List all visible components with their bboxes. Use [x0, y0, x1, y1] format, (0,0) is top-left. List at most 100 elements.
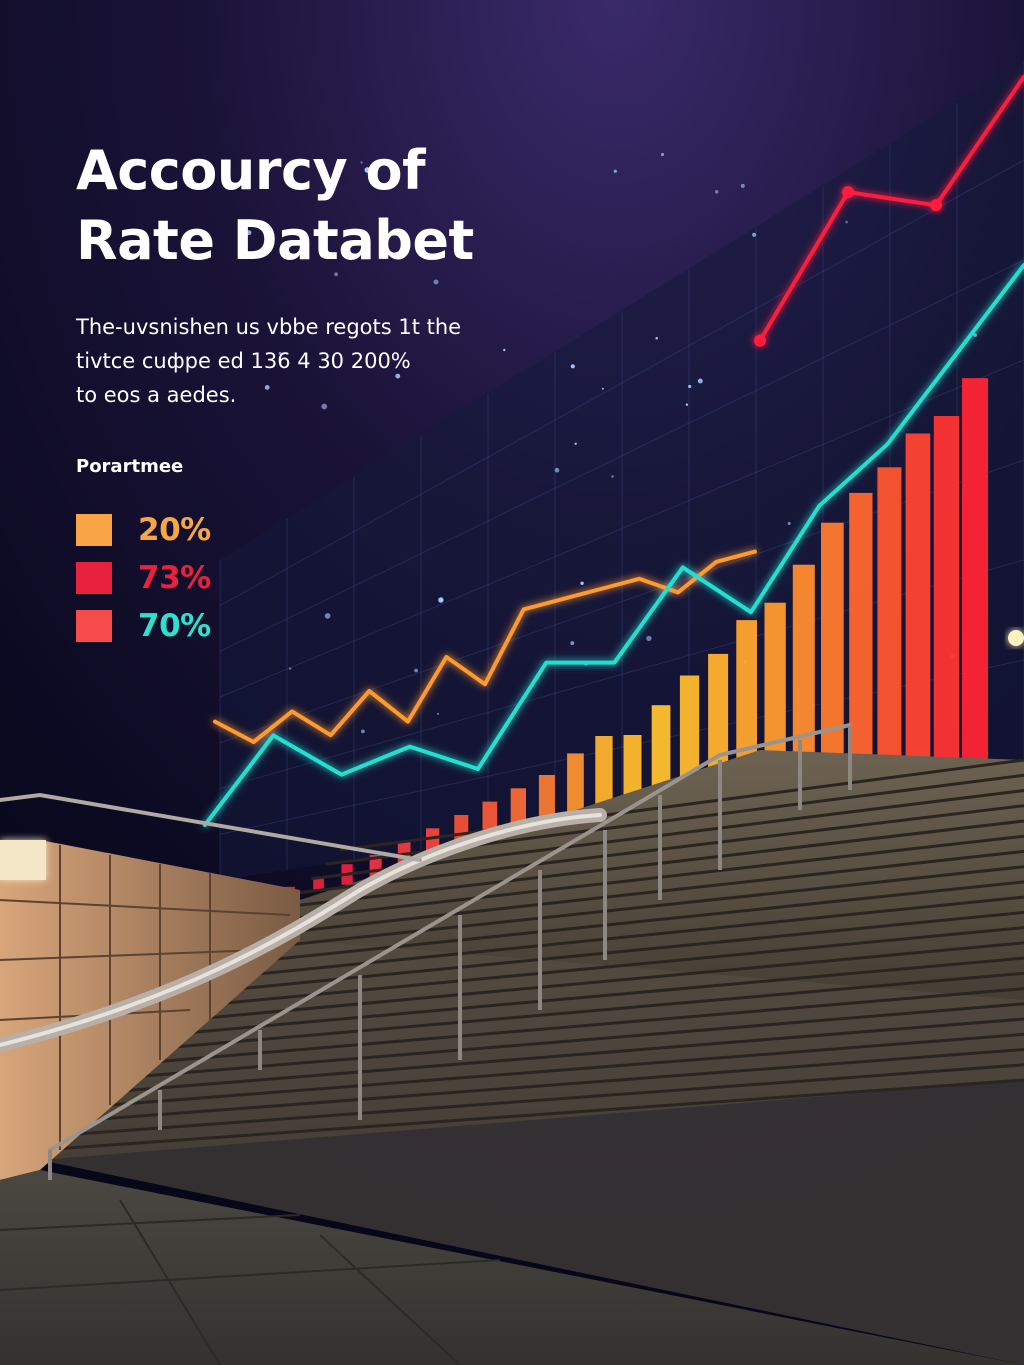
sparkle — [574, 442, 577, 445]
stair-step — [96, 1017, 1024, 1095]
sparkle — [361, 729, 365, 734]
stair-step — [311, 789, 1024, 881]
sparkle — [601, 387, 604, 390]
sparkle — [554, 467, 560, 473]
sparkle — [655, 336, 658, 340]
sparkle — [264, 385, 270, 390]
legend-item: 20% — [76, 506, 211, 554]
left-wall — [0, 840, 300, 1180]
subtitle-line-2: tivtce cuфpe ed 136 4 30 200% — [76, 349, 411, 373]
sparkle — [611, 475, 614, 478]
sparkle — [246, 230, 252, 236]
bar — [933, 416, 960, 777]
legend-swatch — [76, 610, 112, 642]
sparkle — [660, 152, 665, 157]
stair-step — [282, 819, 1024, 909]
series-line — [203, 263, 1024, 827]
sparkle — [360, 161, 363, 164]
sparkles — [246, 152, 977, 734]
sparkle — [613, 169, 617, 173]
sparkle — [289, 667, 292, 670]
stair-step — [82, 1032, 1024, 1109]
stair-step — [182, 926, 1024, 1009]
rail-posts — [48, 726, 852, 1180]
stair-step — [211, 895, 1024, 981]
sparkle — [374, 321, 377, 324]
stair-steps — [39, 758, 1024, 1152]
bar — [962, 378, 988, 772]
legend: 20% 73% 70% — [76, 506, 211, 650]
legend-title: Porartmee — [76, 456, 184, 477]
stair-lower-block — [40, 940, 1024, 1365]
sparkle — [395, 373, 401, 379]
sparkle — [714, 190, 719, 194]
subtitle: The-uvsnishen us vbbe regots 1t the tivt… — [76, 310, 536, 412]
sparkle — [570, 641, 575, 645]
stair-step — [268, 834, 1024, 923]
title-line-1: Accourcy of — [76, 139, 426, 202]
stair-step — [239, 865, 1024, 952]
sparkle — [973, 333, 977, 337]
sparkle — [740, 183, 745, 188]
sparkle — [278, 351, 282, 355]
sparkle — [321, 403, 328, 410]
sparkle — [752, 232, 757, 237]
stair-step — [196, 910, 1024, 995]
stair-step — [68, 1048, 1024, 1123]
sparkle — [437, 712, 439, 715]
legend-swatch — [76, 562, 112, 594]
grid-line-horizontal — [219, 159, 1024, 607]
stair-step — [168, 941, 1024, 1023]
legend-value: 70% — [138, 608, 211, 644]
stair-step — [125, 987, 1024, 1066]
series-line — [758, 74, 1024, 343]
sparkle — [787, 522, 791, 525]
series-line — [213, 549, 757, 744]
bar — [849, 492, 873, 793]
sparkle — [580, 581, 584, 585]
pavement-joints — [0, 1199, 501, 1365]
lamp-light — [1008, 630, 1024, 646]
title-line-2: Rate Databet — [76, 209, 474, 272]
sparkle — [570, 364, 575, 369]
sparkle — [324, 613, 331, 619]
sparkle — [414, 668, 418, 673]
data-point — [930, 199, 942, 212]
sparkle — [688, 384, 692, 389]
stair-step — [154, 956, 1024, 1038]
stair-step — [139, 971, 1024, 1052]
legend-value: 20% — [138, 512, 211, 548]
sparkle — [503, 348, 506, 352]
data-point — [842, 186, 854, 199]
bar — [313, 877, 324, 890]
bar — [877, 467, 902, 788]
legend-item: 70% — [76, 602, 211, 650]
pavement — [0, 1170, 1024, 1365]
sparkle — [697, 378, 703, 384]
stair-step — [339, 758, 1024, 852]
subtitle-line-3: to eos a aedes. — [76, 383, 237, 407]
sparkle — [438, 597, 444, 603]
legend-item: 73% — [76, 554, 211, 602]
grid-line-horizontal — [219, 359, 1024, 698]
stair-step — [54, 1063, 1024, 1138]
sparkle — [334, 272, 338, 277]
legend-value: 73% — [138, 560, 211, 596]
data-point — [754, 334, 766, 347]
stair-step — [225, 880, 1024, 966]
bar — [905, 433, 931, 782]
line-series — [203, 74, 1024, 827]
legend-swatch — [76, 514, 112, 546]
stair-step — [39, 1078, 1024, 1152]
stair-step — [254, 849, 1024, 938]
grid-line-horizontal — [219, 259, 1024, 652]
handrails — [0, 723, 852, 1152]
sparkle — [646, 635, 652, 642]
lamp-box — [0, 840, 46, 880]
sparkle — [685, 403, 689, 406]
subtitle-line-1: The-uvsnishen us vbbe regots 1t the — [76, 315, 462, 339]
wall-tiles — [0, 845, 291, 1150]
page-title: Accourcy of Rate Databet — [76, 136, 596, 276]
